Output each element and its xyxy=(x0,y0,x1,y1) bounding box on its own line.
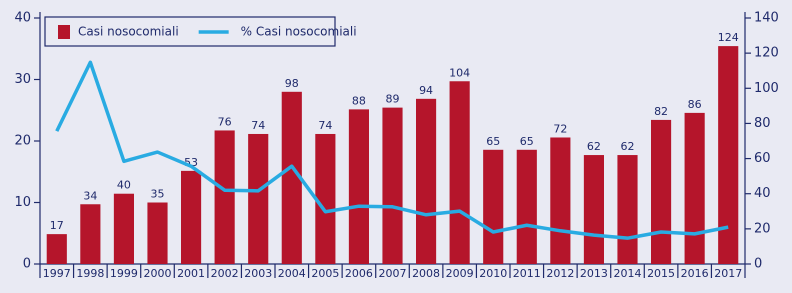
y2-tick-label: 140 xyxy=(754,11,779,26)
x-tick-label: 2011 xyxy=(513,267,541,280)
value-label: 34 xyxy=(83,189,97,202)
bar xyxy=(684,112,705,264)
x-tick-label: 2005 xyxy=(311,267,339,280)
bar xyxy=(718,46,739,264)
y2-tick-label: 0 xyxy=(754,257,762,272)
value-label: 74 xyxy=(251,119,265,132)
x-tick-label: 2009 xyxy=(446,267,474,280)
x-tick-label: 2010 xyxy=(479,267,507,280)
x-tick-label: 2000 xyxy=(144,267,172,280)
bar xyxy=(583,155,604,264)
bar xyxy=(147,202,168,264)
value-label: 76 xyxy=(218,115,232,128)
bar xyxy=(80,204,101,264)
value-label: 124 xyxy=(718,31,739,44)
value-label: 17 xyxy=(50,219,64,232)
x-tick-label: 2014 xyxy=(614,267,642,280)
y2-tick-label: 100 xyxy=(754,81,779,96)
x-tick-label: 2006 xyxy=(345,267,373,280)
x-tick-label: 1997 xyxy=(43,267,71,280)
line xyxy=(55,60,729,240)
value-label: 104 xyxy=(449,66,470,79)
value-label: 88 xyxy=(352,94,366,107)
value-label: 62 xyxy=(621,140,635,153)
value-label: 86 xyxy=(688,98,702,111)
bar xyxy=(550,137,571,264)
y2-tick-label: 80 xyxy=(754,116,771,131)
x-tick-label: 2015 xyxy=(647,267,675,280)
y2-tick-label: 120 xyxy=(754,46,779,61)
bar xyxy=(248,133,269,264)
value-label: 82 xyxy=(654,105,668,118)
bar xyxy=(651,119,672,265)
bar xyxy=(46,234,67,264)
legend-label: % Casi nosocomiali xyxy=(241,25,357,39)
y-tick-label: 40 xyxy=(14,11,31,26)
x-tick-label: 2003 xyxy=(244,267,272,280)
x-tick-label: 2016 xyxy=(681,267,709,280)
y-tick-label: 10 xyxy=(14,195,31,210)
bar xyxy=(449,81,470,264)
y-tick-label: 20 xyxy=(14,134,31,149)
bar xyxy=(617,155,638,264)
y2-tick-label: 20 xyxy=(754,221,771,236)
x-tick-label: 2002 xyxy=(211,267,239,280)
value-label: 40 xyxy=(117,179,131,192)
bar xyxy=(113,193,134,264)
legend-swatch xyxy=(58,25,70,39)
bar xyxy=(483,149,504,264)
legend-label: Casi nosocomiali xyxy=(78,25,179,39)
value-label: 98 xyxy=(285,77,299,90)
y2-tick-label: 60 xyxy=(754,151,771,166)
value-label: 35 xyxy=(151,188,165,201)
y-tick-label: 30 xyxy=(14,72,31,87)
legend-box xyxy=(44,16,336,47)
x-tick-label: 1999 xyxy=(110,267,138,280)
bar xyxy=(214,130,235,264)
x-tick-label: 2007 xyxy=(379,267,407,280)
y-tick-label: 0 xyxy=(23,257,31,272)
bar xyxy=(416,98,437,264)
value-label: 74 xyxy=(318,119,332,132)
bar xyxy=(516,149,537,264)
value-label: 65 xyxy=(486,135,500,148)
bar xyxy=(281,91,302,264)
x-tick-label: 2012 xyxy=(546,267,574,280)
y2-tick-label: 40 xyxy=(754,186,771,201)
bar xyxy=(315,133,336,264)
bar xyxy=(382,107,403,264)
value-label: 72 xyxy=(553,122,567,135)
x-tick-label: 2008 xyxy=(412,267,440,280)
x-tick-label: 2004 xyxy=(278,267,306,280)
x-tick-label: 1998 xyxy=(76,267,104,280)
value-label: 65 xyxy=(520,135,534,148)
value-label: 62 xyxy=(587,140,601,153)
value-label: 89 xyxy=(386,93,400,106)
value-label: 94 xyxy=(419,84,433,97)
bar xyxy=(181,170,202,264)
x-tick-label: 2001 xyxy=(177,267,205,280)
x-tick-label: 2017 xyxy=(714,267,742,280)
bar xyxy=(348,109,369,264)
x-tick-label: 2013 xyxy=(580,267,608,280)
